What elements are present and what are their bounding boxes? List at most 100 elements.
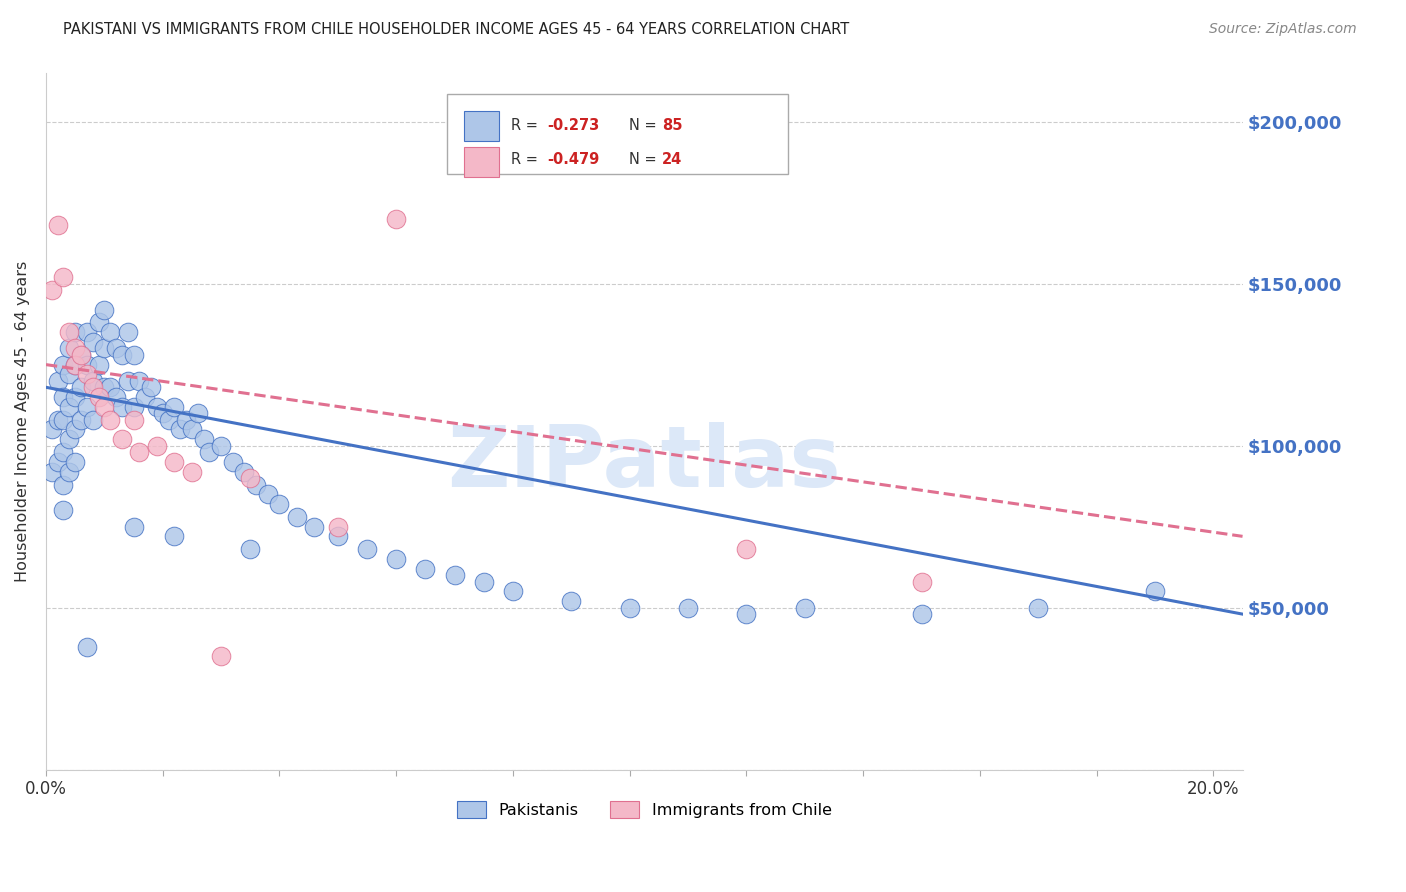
- Text: ZIPatlas: ZIPatlas: [447, 422, 841, 505]
- Point: [735, 607, 758, 621]
- Point: [910, 607, 932, 621]
- Point: [87, 358, 110, 372]
- Point: [76, 325, 98, 339]
- Point: [152, 406, 174, 420]
- Point: [198, 445, 221, 459]
- Point: [174, 413, 197, 427]
- Point: [111, 400, 134, 414]
- Point: [326, 529, 349, 543]
- Point: [209, 439, 232, 453]
- Point: [134, 390, 156, 404]
- Point: [87, 316, 110, 330]
- Point: [82, 374, 104, 388]
- Point: [41, 283, 63, 297]
- Bar: [464, 112, 499, 141]
- Point: [98, 413, 121, 427]
- Point: [111, 432, 134, 446]
- Point: [58, 325, 80, 339]
- Point: [146, 439, 169, 453]
- Point: [209, 649, 232, 664]
- Point: [105, 342, 128, 356]
- Point: [415, 562, 437, 576]
- Text: -0.479: -0.479: [547, 152, 599, 167]
- Point: [63, 422, 86, 436]
- Bar: [464, 147, 499, 177]
- Point: [910, 574, 932, 589]
- Point: [98, 380, 121, 394]
- Point: [41, 422, 63, 436]
- Point: [70, 348, 93, 362]
- FancyBboxPatch shape: [447, 94, 787, 174]
- Point: [619, 600, 641, 615]
- Point: [58, 400, 80, 414]
- Point: [793, 600, 815, 615]
- Point: [122, 400, 145, 414]
- Point: [63, 342, 86, 356]
- Point: [70, 348, 93, 362]
- Point: [93, 302, 115, 317]
- Text: -0.273: -0.273: [547, 119, 599, 134]
- Point: [385, 211, 408, 226]
- Point: [46, 413, 69, 427]
- Point: [117, 374, 139, 388]
- Text: R =: R =: [512, 152, 543, 167]
- Point: [46, 219, 69, 233]
- Point: [58, 342, 80, 356]
- Point: [52, 445, 75, 459]
- Point: [735, 542, 758, 557]
- Point: [193, 432, 215, 446]
- Point: [163, 529, 186, 543]
- Point: [163, 400, 186, 414]
- Point: [58, 432, 80, 446]
- Point: [269, 497, 291, 511]
- Point: [93, 400, 115, 414]
- Point: [63, 358, 86, 372]
- Point: [443, 568, 465, 582]
- Point: [63, 358, 86, 372]
- Point: [326, 519, 349, 533]
- Point: [163, 455, 186, 469]
- Point: [105, 390, 128, 404]
- Point: [1143, 584, 1166, 599]
- Point: [139, 380, 162, 394]
- Point: [285, 509, 308, 524]
- Point: [180, 465, 202, 479]
- Text: 85: 85: [662, 119, 683, 134]
- Point: [502, 584, 524, 599]
- Point: [117, 325, 139, 339]
- Point: [63, 325, 86, 339]
- Point: [58, 465, 80, 479]
- Point: [41, 465, 63, 479]
- Point: [98, 325, 121, 339]
- Point: [76, 358, 98, 372]
- Y-axis label: Householder Income Ages 45 - 64 years: Householder Income Ages 45 - 64 years: [15, 260, 30, 582]
- Point: [187, 406, 209, 420]
- Point: [385, 552, 408, 566]
- Point: [58, 368, 80, 382]
- Point: [93, 342, 115, 356]
- Point: [93, 380, 115, 394]
- Point: [233, 465, 256, 479]
- Point: [70, 380, 93, 394]
- Point: [122, 519, 145, 533]
- Point: [52, 413, 75, 427]
- Point: [82, 413, 104, 427]
- Point: [111, 348, 134, 362]
- Point: [122, 348, 145, 362]
- Point: [128, 374, 150, 388]
- Point: [63, 390, 86, 404]
- Text: N =: N =: [628, 152, 661, 167]
- Point: [128, 445, 150, 459]
- Point: [222, 455, 245, 469]
- Text: R =: R =: [512, 119, 543, 134]
- Point: [76, 640, 98, 654]
- Text: N =: N =: [628, 119, 661, 134]
- Text: 24: 24: [662, 152, 682, 167]
- Point: [52, 358, 75, 372]
- Point: [63, 455, 86, 469]
- Text: PAKISTANI VS IMMIGRANTS FROM CHILE HOUSEHOLDER INCOME AGES 45 - 64 YEARS CORRELA: PAKISTANI VS IMMIGRANTS FROM CHILE HOUSE…: [63, 22, 849, 37]
- Point: [239, 542, 262, 557]
- Point: [180, 422, 202, 436]
- Point: [256, 487, 278, 501]
- Point: [82, 380, 104, 394]
